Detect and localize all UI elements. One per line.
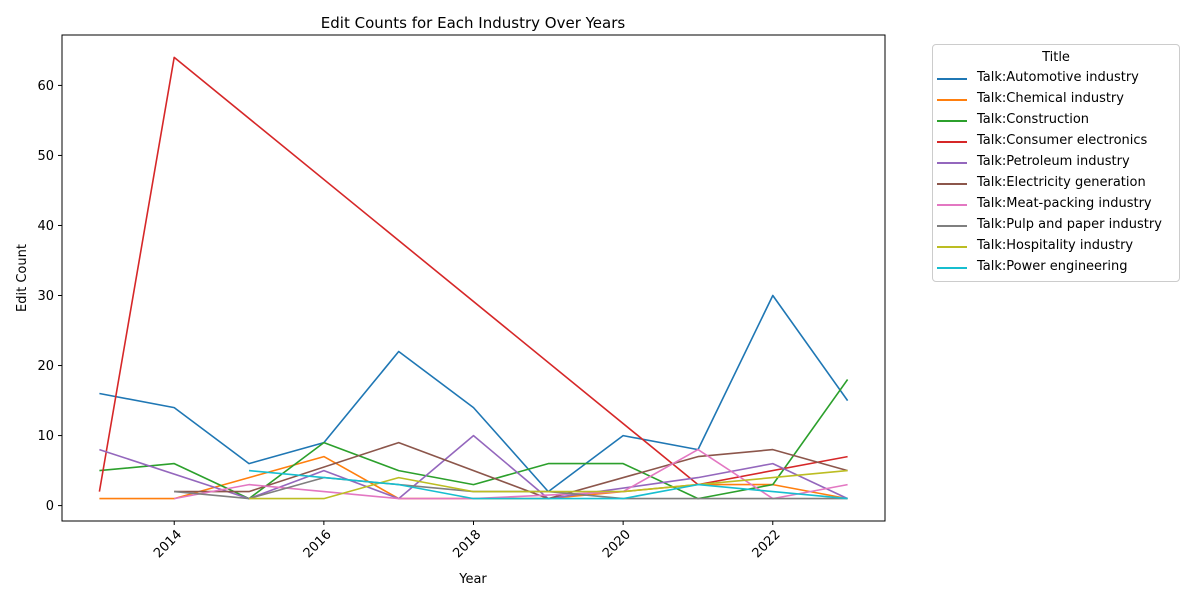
- series-line-0: [99, 294, 849, 493]
- legend-label: Talk:Construction: [977, 112, 1090, 127]
- series-line-4: [99, 434, 848, 500]
- legend-label: Talk:Power engineering: [977, 259, 1128, 274]
- series-lines: [98, 56, 849, 500]
- x-tick-label: 2020: [600, 527, 634, 561]
- legend-swatch: [937, 204, 967, 206]
- x-tick-label: 2014: [151, 527, 185, 561]
- legend-swatch: [937, 141, 967, 143]
- legend-swatch: [937, 267, 967, 269]
- y-tick-label: 40: [37, 219, 54, 234]
- y-tick-label: 10: [37, 429, 54, 444]
- series-line-2: [99, 379, 849, 500]
- y-tick-label: 20: [37, 359, 54, 374]
- plot-area: [61, 34, 886, 522]
- legend: Title Talk:Automotive industry Talk:Chemi…: [932, 44, 1180, 282]
- x-axis-label: Year: [458, 572, 487, 587]
- y-axis-label: Edit Count: [15, 244, 30, 312]
- series-line-3: [98, 56, 848, 492]
- legend-swatch: [937, 78, 967, 80]
- legend-title: Title: [1042, 50, 1070, 65]
- y-tick-label: 60: [37, 79, 54, 94]
- legend-swatch: [937, 246, 967, 248]
- legend-swatch: [937, 99, 967, 101]
- series-line-8: [249, 469, 848, 500]
- x-tick-label: 2018: [450, 527, 484, 561]
- y-tick-label: 50: [37, 149, 54, 164]
- legend-label: Talk:Chemical industry: [977, 91, 1124, 106]
- x-tick-label: 2022: [750, 527, 784, 561]
- y-tick-label: 0: [46, 499, 54, 514]
- x-tick-label: 2016: [301, 527, 335, 561]
- y-axis: 0 10 20 30 40 50 60: [37, 79, 62, 514]
- legend-label: Talk:Automotive industry: [977, 70, 1139, 85]
- legend-label: Talk:Meat-packing industry: [977, 196, 1152, 211]
- legend-swatch: [937, 183, 967, 185]
- legend-swatch: [937, 120, 967, 122]
- legend-swatch: [937, 162, 967, 164]
- legend-label: Talk:Hospitality industry: [977, 238, 1134, 253]
- x-axis: 2014 2016 2018 2020 2022: [151, 521, 784, 561]
- series-line-9: [248, 469, 848, 500]
- legend-label: Talk:Petroleum industry: [977, 154, 1130, 169]
- legend-label: Talk:Electricity generation: [977, 175, 1146, 190]
- legend-swatch: [937, 225, 967, 227]
- y-tick-label: 30: [37, 289, 54, 304]
- legend-label: Talk:Consumer electronics: [977, 133, 1148, 148]
- legend-label: Talk:Pulp and paper industry: [977, 217, 1162, 232]
- chart-title: Edit Counts for Each Industry Over Years: [321, 14, 626, 32]
